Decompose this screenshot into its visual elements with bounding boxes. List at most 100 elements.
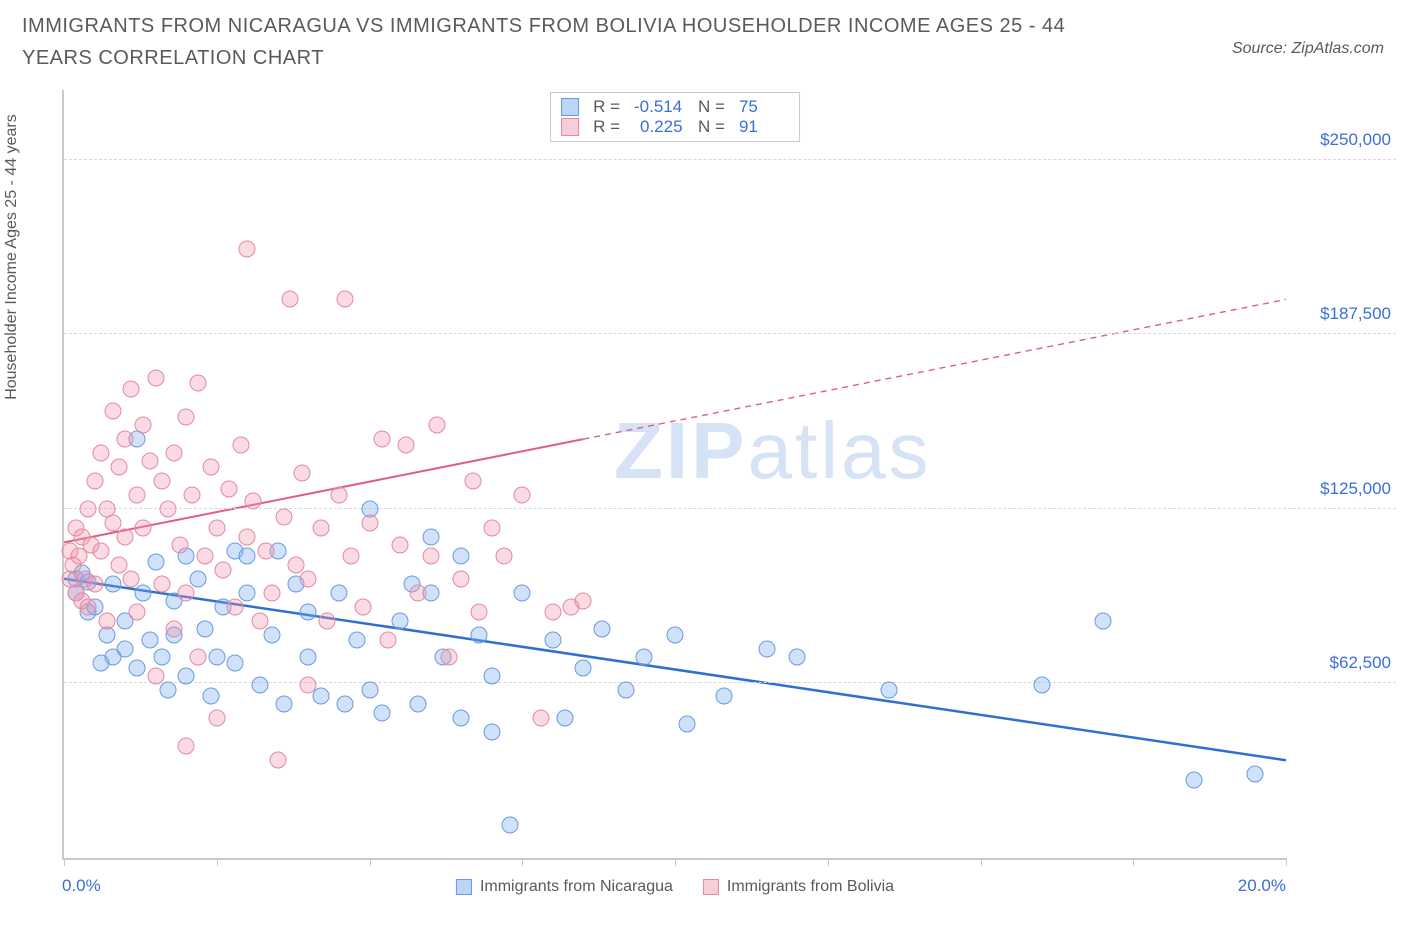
data-point: [208, 710, 225, 727]
data-point: [667, 626, 684, 643]
data-point: [337, 696, 354, 713]
data-point: [502, 816, 519, 833]
data-point: [1186, 771, 1203, 788]
x-tick-label: 0.0%: [62, 876, 101, 896]
data-point: [294, 464, 311, 481]
data-point: [422, 548, 439, 565]
stats-swatch-1: [561, 98, 579, 116]
y-tick-label: $250,000: [1320, 130, 1391, 150]
data-point: [135, 584, 152, 601]
data-point: [208, 648, 225, 665]
data-point: [153, 648, 170, 665]
data-point: [129, 486, 146, 503]
data-point: [410, 584, 427, 601]
legend-label-1: Immigrants from Nicaragua: [480, 878, 673, 896]
data-point: [471, 626, 488, 643]
stat-label-n: N =: [698, 97, 725, 117]
data-point: [495, 548, 512, 565]
data-point: [349, 632, 366, 649]
data-point: [153, 576, 170, 593]
data-point: [361, 514, 378, 531]
stats-row-series1: R = -0.514 N = 75: [561, 97, 789, 117]
data-point: [514, 486, 531, 503]
data-point: [483, 724, 500, 741]
data-point: [300, 676, 317, 693]
data-point: [178, 584, 195, 601]
data-point: [165, 445, 182, 462]
data-point: [190, 648, 207, 665]
data-point: [428, 417, 445, 434]
data-point: [117, 528, 134, 545]
data-point: [275, 696, 292, 713]
data-point: [178, 668, 195, 685]
data-point: [263, 626, 280, 643]
y-axis-label: Householder Income Ages 25 - 44 years: [3, 114, 21, 400]
data-point: [147, 668, 164, 685]
stat-value-r2: 0.225: [634, 117, 684, 137]
data-point: [190, 570, 207, 587]
data-point: [715, 688, 732, 705]
data-point: [98, 612, 115, 629]
y-tick-label: $125,000: [1320, 479, 1391, 499]
data-point: [471, 604, 488, 621]
legend-swatch-2: [703, 879, 719, 895]
gridline: [64, 159, 1396, 160]
x-tick: [217, 858, 218, 866]
data-point: [330, 584, 347, 601]
legend-label-2: Immigrants from Bolivia: [727, 878, 894, 896]
chart-title: IMMIGRANTS FROM NICARAGUA VS IMMIGRANTS …: [22, 10, 1122, 74]
data-point: [373, 704, 390, 721]
stats-legend: R = -0.514 N = 75 R = 0.225 N = 91: [550, 92, 800, 142]
y-tick-label: $187,500: [1320, 304, 1391, 324]
data-point: [300, 604, 317, 621]
data-point: [483, 668, 500, 685]
data-point: [208, 520, 225, 537]
data-point: [92, 542, 109, 559]
data-point: [129, 660, 146, 677]
data-point: [312, 520, 329, 537]
data-point: [575, 660, 592, 677]
data-point: [288, 556, 305, 573]
trend-lines: [64, 90, 1286, 858]
data-point: [233, 436, 250, 453]
data-point: [373, 431, 390, 448]
data-point: [269, 752, 286, 769]
chart-source: Source: ZipAtlas.com: [1232, 40, 1384, 58]
data-point: [104, 403, 121, 420]
data-point: [282, 291, 299, 308]
data-point: [239, 241, 256, 258]
stats-row-series2: R = 0.225 N = 91: [561, 117, 789, 137]
stat-label-n: N =: [698, 117, 725, 137]
data-point: [117, 431, 134, 448]
data-point: [453, 710, 470, 727]
stat-label-r: R =: [593, 97, 620, 117]
data-point: [117, 640, 134, 657]
data-point: [104, 576, 121, 593]
data-point: [190, 375, 207, 392]
data-point: [227, 598, 244, 615]
data-point: [453, 570, 470, 587]
data-point: [379, 632, 396, 649]
data-point: [178, 408, 195, 425]
data-point: [141, 632, 158, 649]
stat-value-n2: 91: [739, 117, 789, 137]
data-point: [251, 676, 268, 693]
data-point: [245, 492, 262, 509]
data-point: [300, 570, 317, 587]
data-point: [184, 486, 201, 503]
x-tick: [370, 858, 371, 866]
data-point: [92, 445, 109, 462]
data-point: [159, 682, 176, 699]
data-point: [880, 682, 897, 699]
data-point: [1033, 676, 1050, 693]
data-point: [123, 380, 140, 397]
data-point: [343, 548, 360, 565]
x-tick: [1133, 858, 1134, 866]
data-point: [239, 548, 256, 565]
x-tick: [1286, 858, 1287, 866]
data-point: [440, 648, 457, 665]
data-point: [557, 710, 574, 727]
data-point: [618, 682, 635, 699]
stat-value-n1: 75: [739, 97, 789, 117]
data-point: [544, 632, 561, 649]
